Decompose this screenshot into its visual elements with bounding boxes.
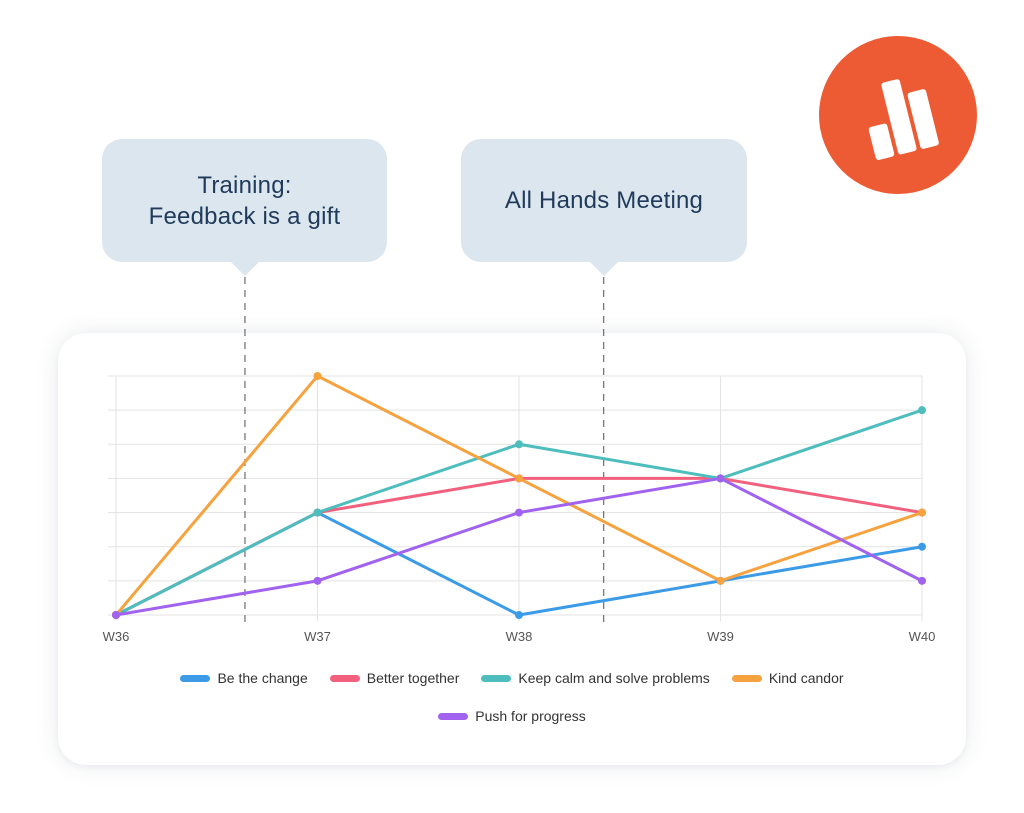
data-point[interactable] xyxy=(313,576,322,585)
legend-swatch xyxy=(329,674,360,682)
data-point[interactable] xyxy=(716,576,725,585)
x-tick-label: W39 xyxy=(707,629,734,644)
legend-label: Better together xyxy=(366,670,460,686)
data-point[interactable] xyxy=(313,508,322,517)
data-point[interactable] xyxy=(918,542,926,551)
legend-swatch xyxy=(731,674,762,682)
data-point[interactable] xyxy=(515,611,523,619)
data-point[interactable] xyxy=(716,474,725,483)
brand-logo xyxy=(819,36,977,194)
chart-legend-row-2: Push for progress xyxy=(58,708,966,724)
data-point[interactable] xyxy=(918,508,926,517)
callout-line: Training: xyxy=(197,171,292,199)
data-point[interactable] xyxy=(112,611,120,619)
legend-swatch xyxy=(481,674,512,682)
data-point[interactable] xyxy=(515,508,523,517)
legend-label: Kind candor xyxy=(768,670,844,686)
legend-item[interactable]: Be the change xyxy=(180,670,308,686)
legend-label: Be the change xyxy=(217,670,308,686)
legend-item[interactable]: Better together xyxy=(329,670,460,686)
x-tick-label: W37 xyxy=(304,629,331,644)
data-point[interactable] xyxy=(918,576,926,585)
data-point[interactable] xyxy=(515,440,523,449)
legend-label: Keep calm and solve problems xyxy=(518,670,710,686)
legend-item[interactable]: Push for progress xyxy=(438,708,586,724)
legend-item[interactable]: Keep calm and solve problems xyxy=(481,670,710,686)
chart-legend: Be the change Better together Keep calm an… xyxy=(58,670,966,686)
callout-line: Feedback is a gift xyxy=(148,202,341,230)
legend-label: Push for progress xyxy=(475,708,586,724)
x-tick-label: W40 xyxy=(909,629,936,644)
data-point[interactable] xyxy=(313,372,322,380)
callout-line: All Hands Meeting xyxy=(504,187,704,214)
legend-item[interactable]: Kind candor xyxy=(731,670,844,686)
legend-swatch xyxy=(180,674,211,682)
data-point[interactable] xyxy=(918,406,926,415)
legend-swatch xyxy=(438,712,469,720)
x-tick-label: W36 xyxy=(103,629,130,644)
x-tick-label: W38 xyxy=(506,629,533,644)
data-point[interactable] xyxy=(515,474,523,483)
annotation-callout-training: Training: Feedback is a gift xyxy=(102,139,387,276)
annotation-callout-all-hands: All Hands Meeting xyxy=(461,139,747,276)
bar-chart-logo-icon xyxy=(819,36,977,194)
